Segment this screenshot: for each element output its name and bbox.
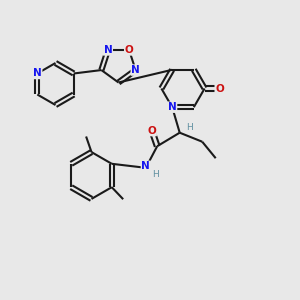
Text: N: N: [168, 102, 177, 112]
Text: N: N: [103, 45, 112, 55]
Text: N: N: [33, 68, 42, 79]
Text: H: H: [186, 123, 193, 132]
Text: O: O: [147, 126, 156, 136]
Text: O: O: [215, 83, 224, 94]
Text: O: O: [125, 45, 134, 55]
Text: N: N: [141, 161, 150, 171]
Text: H: H: [152, 170, 159, 179]
Text: N: N: [131, 65, 140, 75]
